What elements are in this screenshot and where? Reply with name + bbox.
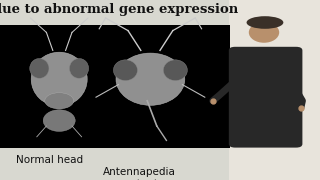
Text: Normal head: Normal head — [16, 155, 83, 165]
Ellipse shape — [116, 53, 185, 105]
Text: due to abnormal gene expression: due to abnormal gene expression — [0, 3, 238, 16]
Ellipse shape — [31, 52, 87, 106]
Ellipse shape — [30, 58, 49, 78]
Ellipse shape — [246, 16, 284, 29]
Text: Antennapedia
mutant: Antennapedia mutant — [103, 167, 176, 180]
Ellipse shape — [249, 22, 279, 43]
Ellipse shape — [163, 60, 188, 81]
Ellipse shape — [69, 58, 89, 78]
Ellipse shape — [43, 110, 75, 131]
Bar — [0, 25, 230, 148]
Bar — [229, 0, 320, 180]
Ellipse shape — [45, 93, 74, 109]
FancyBboxPatch shape — [229, 47, 302, 148]
Ellipse shape — [113, 60, 138, 81]
